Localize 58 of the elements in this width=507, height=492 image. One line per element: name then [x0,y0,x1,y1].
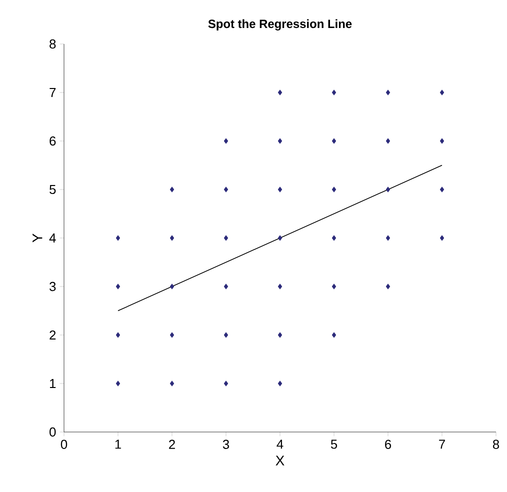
point [224,186,228,192]
point [332,186,336,192]
point [440,138,444,144]
point [386,284,390,290]
point [278,186,282,192]
x-axis-title: X [276,456,284,466]
point [332,332,336,338]
point [440,90,444,96]
x-tick-label: 6 [385,440,392,449]
point [278,284,282,290]
y-tick-label: 3 [50,282,56,292]
point [116,332,120,338]
x-tick-label: 4 [276,440,284,449]
point [224,284,228,290]
x-tick-label: 5 [330,440,338,449]
point [440,235,444,241]
y-tick-label: 6 [50,136,56,146]
point [386,138,390,144]
point [224,380,228,386]
y-tick-label: 4 [49,234,56,242]
y-tick-label: 7 [50,88,56,97]
point [332,90,336,96]
point [278,332,282,338]
point [116,284,120,290]
x-tick-label: 3 [222,440,230,449]
point [170,332,174,338]
point [332,284,336,290]
point [116,380,120,386]
point [278,90,282,96]
point [116,235,120,241]
point [170,235,174,241]
y-tick-label: 1 [50,379,56,388]
point [278,235,282,241]
x-tick-label: 2 [169,440,175,449]
point [278,138,282,144]
point [386,235,390,241]
point [224,138,228,144]
y-tick-label: 8 [50,39,56,49]
point [440,186,444,192]
point [332,138,336,144]
y-tick-label: 5 [50,184,56,194]
point [332,235,336,241]
point [170,284,174,290]
x-tick-label: 8 [492,440,500,449]
x-tick-label: 7 [439,440,445,449]
x-tick-label: 1 [115,440,121,449]
point [386,90,390,96]
point [170,186,174,192]
x-tick-label: 0 [60,440,68,449]
y-tick-label: 0 [50,427,56,437]
chart-title: Spot the Regression Line [208,19,352,30]
point [278,380,282,386]
point [170,380,174,386]
point [386,186,390,192]
point [224,332,228,338]
point [224,235,228,241]
y-tick-label: 2 [50,330,56,340]
y-axis-title: Y [32,234,42,242]
